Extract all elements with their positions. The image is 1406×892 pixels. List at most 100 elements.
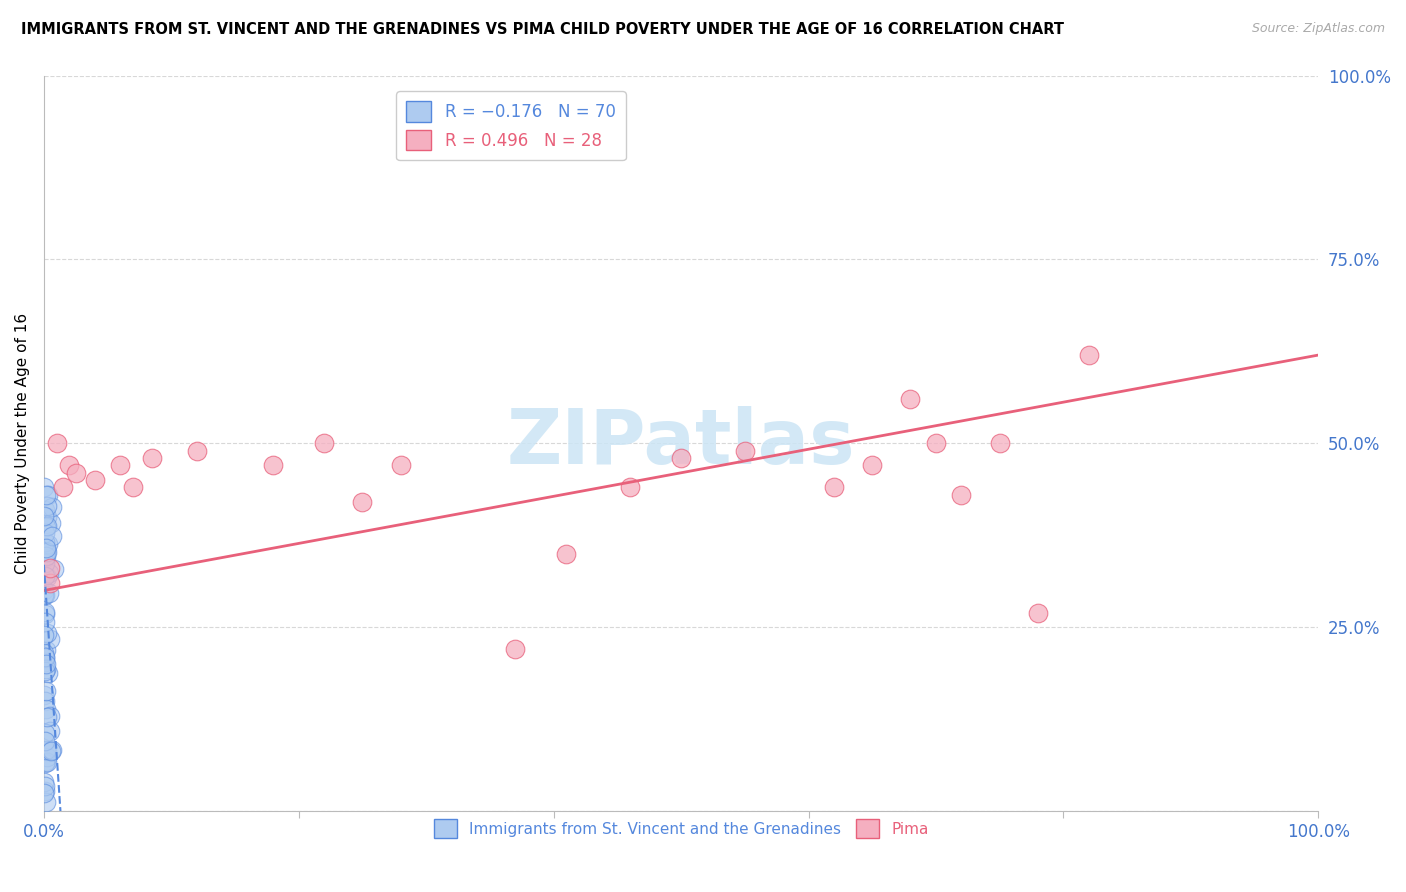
- Legend: Immigrants from St. Vincent and the Grenadines, Pima: Immigrants from St. Vincent and the Gren…: [427, 814, 935, 844]
- Point: [34, 756, 56, 771]
- Point: [35, 750, 58, 764]
- Point: [619, 481, 641, 495]
- Point: [555, 547, 578, 561]
- Point: [35, 743, 58, 757]
- Text: Source: ZipAtlas.com: Source: ZipAtlas.com: [1251, 22, 1385, 36]
- Point: [34, 545, 56, 559]
- Point: [38, 586, 60, 600]
- Point: [39, 576, 62, 591]
- Point: [34, 661, 56, 675]
- Point: [41, 743, 63, 757]
- Point: [35, 545, 58, 559]
- Point: [32, 786, 55, 800]
- Point: [37, 510, 59, 524]
- Point: [34, 664, 56, 678]
- Point: [1026, 606, 1049, 620]
- Point: [35, 657, 58, 672]
- Point: [34, 589, 56, 603]
- Point: [1077, 348, 1099, 362]
- Point: [35, 625, 58, 640]
- Point: [823, 481, 845, 495]
- Point: [37, 499, 59, 513]
- Point: [37, 488, 59, 502]
- Point: [41, 500, 63, 514]
- Point: [734, 443, 756, 458]
- Point: [37, 665, 59, 680]
- Point: [262, 458, 284, 473]
- Point: [35, 488, 58, 502]
- Point: [37, 537, 59, 551]
- Point: [34, 615, 56, 629]
- Point: [65, 466, 87, 480]
- Point: [34, 694, 56, 708]
- Point: [34, 726, 56, 740]
- Point: [314, 436, 336, 450]
- Point: [34, 734, 56, 748]
- Point: [32, 481, 55, 495]
- Point: [35, 545, 58, 559]
- Point: [34, 534, 56, 549]
- Point: [925, 436, 948, 450]
- Text: ZIPatlas: ZIPatlas: [506, 407, 855, 481]
- Point: [34, 702, 56, 716]
- Point: [389, 458, 412, 473]
- Point: [39, 516, 62, 530]
- Point: [39, 709, 62, 723]
- Point: [34, 754, 56, 768]
- Point: [34, 541, 56, 556]
- Point: [32, 688, 55, 702]
- Point: [186, 443, 208, 458]
- Point: [34, 540, 56, 554]
- Point: [42, 562, 65, 576]
- Point: [35, 543, 58, 558]
- Point: [35, 795, 58, 809]
- Point: [39, 632, 62, 646]
- Point: [32, 646, 55, 660]
- Point: [34, 775, 56, 789]
- Point: [34, 550, 56, 565]
- Point: [32, 628, 55, 642]
- Point: [34, 569, 56, 583]
- Point: [34, 784, 56, 798]
- Point: [34, 651, 56, 665]
- Point: [37, 755, 59, 769]
- Point: [352, 495, 374, 509]
- Point: [39, 743, 62, 757]
- Point: [110, 458, 132, 473]
- Point: [52, 481, 75, 495]
- Point: [122, 481, 145, 495]
- Point: [83, 473, 105, 487]
- Point: [35, 520, 58, 534]
- Point: [34, 605, 56, 619]
- Point: [32, 551, 55, 566]
- Point: [45, 436, 67, 450]
- Point: [34, 588, 56, 602]
- Point: [950, 488, 973, 502]
- Point: [34, 655, 56, 669]
- Point: [141, 451, 163, 466]
- Point: [860, 458, 883, 473]
- Point: [35, 519, 58, 533]
- Point: [34, 650, 56, 665]
- Point: [58, 458, 80, 473]
- Point: [34, 779, 56, 793]
- Point: [32, 509, 55, 524]
- Point: [32, 583, 55, 598]
- Point: [35, 710, 58, 724]
- Point: [988, 436, 1011, 450]
- Point: [38, 566, 60, 581]
- Point: [35, 643, 58, 657]
- Point: [34, 684, 56, 698]
- Point: [39, 723, 62, 738]
- Point: [34, 525, 56, 540]
- Point: [37, 570, 59, 584]
- Point: [39, 561, 62, 575]
- Point: [505, 642, 527, 657]
- Point: [41, 529, 63, 543]
- Point: [900, 392, 922, 407]
- Y-axis label: Child Poverty Under the Age of 16: Child Poverty Under the Age of 16: [15, 313, 30, 574]
- Point: [669, 451, 692, 466]
- Point: [34, 502, 56, 516]
- Point: [34, 607, 56, 621]
- Point: [34, 556, 56, 570]
